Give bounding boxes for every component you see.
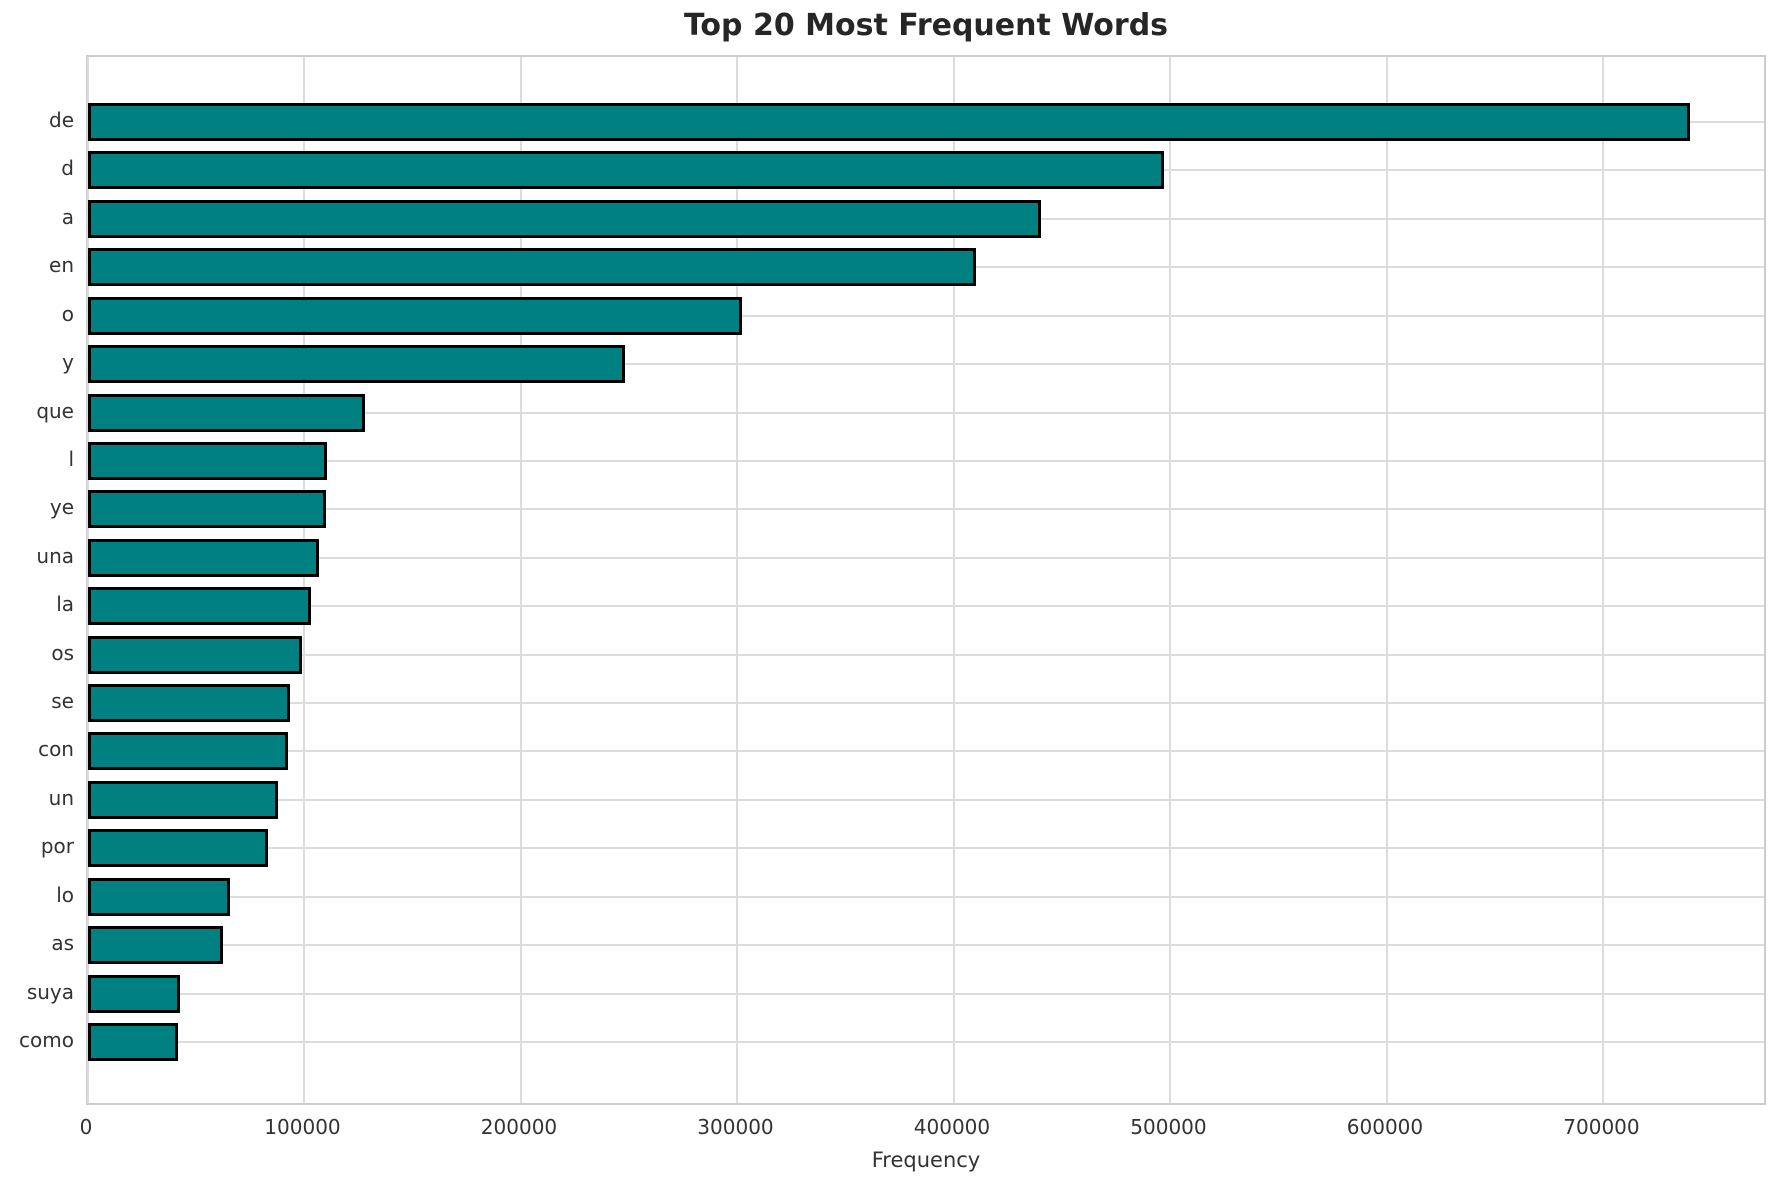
- bar: [88, 393, 366, 432]
- bar: [88, 635, 303, 674]
- y-tick-label: y: [62, 350, 74, 375]
- bar: [88, 151, 1164, 190]
- gridline-y: [88, 314, 1764, 317]
- gridline-x: [1602, 57, 1605, 1103]
- x-tick-label: 300000: [697, 1115, 774, 1139]
- gridline-x: [1169, 57, 1172, 1103]
- gridline-x: [87, 57, 89, 1103]
- x-tick-label: 500000: [1130, 1115, 1207, 1139]
- gridline-y: [88, 556, 1764, 559]
- y-tick-label: se: [51, 689, 74, 714]
- bar: [88, 103, 1691, 141]
- gridline-y: [88, 605, 1764, 608]
- y-tick-label: as: [51, 931, 74, 956]
- x-tick-label: 600000: [1346, 1115, 1424, 1139]
- x-axis-label: Frequency: [871, 1148, 981, 1172]
- bar: [88, 780, 278, 819]
- bar: [88, 684, 290, 723]
- x-tick-label: 0: [79, 1115, 93, 1139]
- y-tick-label: d: [61, 156, 74, 181]
- bar: [88, 829, 268, 868]
- bar: [88, 926, 223, 965]
- y-tick-label: lo: [56, 882, 74, 907]
- gridline-x: [519, 57, 522, 1103]
- gridline-x: [952, 57, 955, 1103]
- bar: [88, 1023, 178, 1061]
- y-tick-label: de: [49, 108, 74, 132]
- y-tick-label: que: [36, 398, 74, 423]
- y-tick-label: por: [40, 834, 74, 859]
- x-tick-label: 200000: [480, 1115, 558, 1139]
- gridline-y: [88, 750, 1764, 753]
- gridline-y: [88, 702, 1764, 705]
- y-tick-label: suya: [26, 979, 74, 1004]
- x-tick-label: 100000: [264, 1115, 341, 1139]
- gridline-y: [88, 847, 1764, 850]
- gridline-x: [303, 57, 306, 1103]
- gridline-y: [88, 1041, 1764, 1043]
- y-tick-label: una: [36, 543, 74, 568]
- bar: [88, 199, 1041, 238]
- gridline-x: [736, 57, 739, 1103]
- y-tick-label: la: [56, 592, 74, 617]
- bar: [88, 877, 231, 916]
- y-tick-label: como: [19, 1028, 74, 1052]
- y-tick-label: l: [68, 446, 74, 471]
- gridline-y: [88, 411, 1764, 414]
- y-tick-label: un: [48, 785, 74, 810]
- gridline-y: [88, 508, 1764, 511]
- x-tick-label: 400000: [913, 1115, 991, 1139]
- y-tick-label: con: [38, 737, 74, 762]
- gridline-y: [88, 895, 1764, 898]
- y-tick-label: o: [61, 301, 74, 326]
- gridline-y: [88, 992, 1764, 995]
- gridline-y: [88, 363, 1764, 366]
- y-tick-label: en: [49, 253, 74, 278]
- bar: [88, 248, 976, 287]
- gridline-y: [88, 653, 1764, 656]
- y-tick-label: a: [61, 204, 74, 229]
- bar: [88, 538, 319, 577]
- bar: [88, 490, 327, 529]
- gridline-y: [88, 944, 1764, 947]
- bar: [88, 732, 288, 771]
- bar: [88, 296, 742, 335]
- gridline-x: [1385, 57, 1388, 1103]
- bar: [88, 587, 311, 626]
- bar: [88, 345, 625, 384]
- bar: [88, 441, 327, 480]
- chart-title: Top 20 Most Frequent Words: [683, 8, 1169, 43]
- y-tick-label: ye: [49, 495, 74, 520]
- x-tick-label: 700000: [1563, 1115, 1640, 1139]
- gridline-y: [88, 459, 1764, 462]
- gridline-y: [88, 798, 1764, 801]
- y-tick-label: os: [51, 640, 74, 665]
- bar: [88, 974, 180, 1013]
- plot-area: [86, 55, 1766, 1105]
